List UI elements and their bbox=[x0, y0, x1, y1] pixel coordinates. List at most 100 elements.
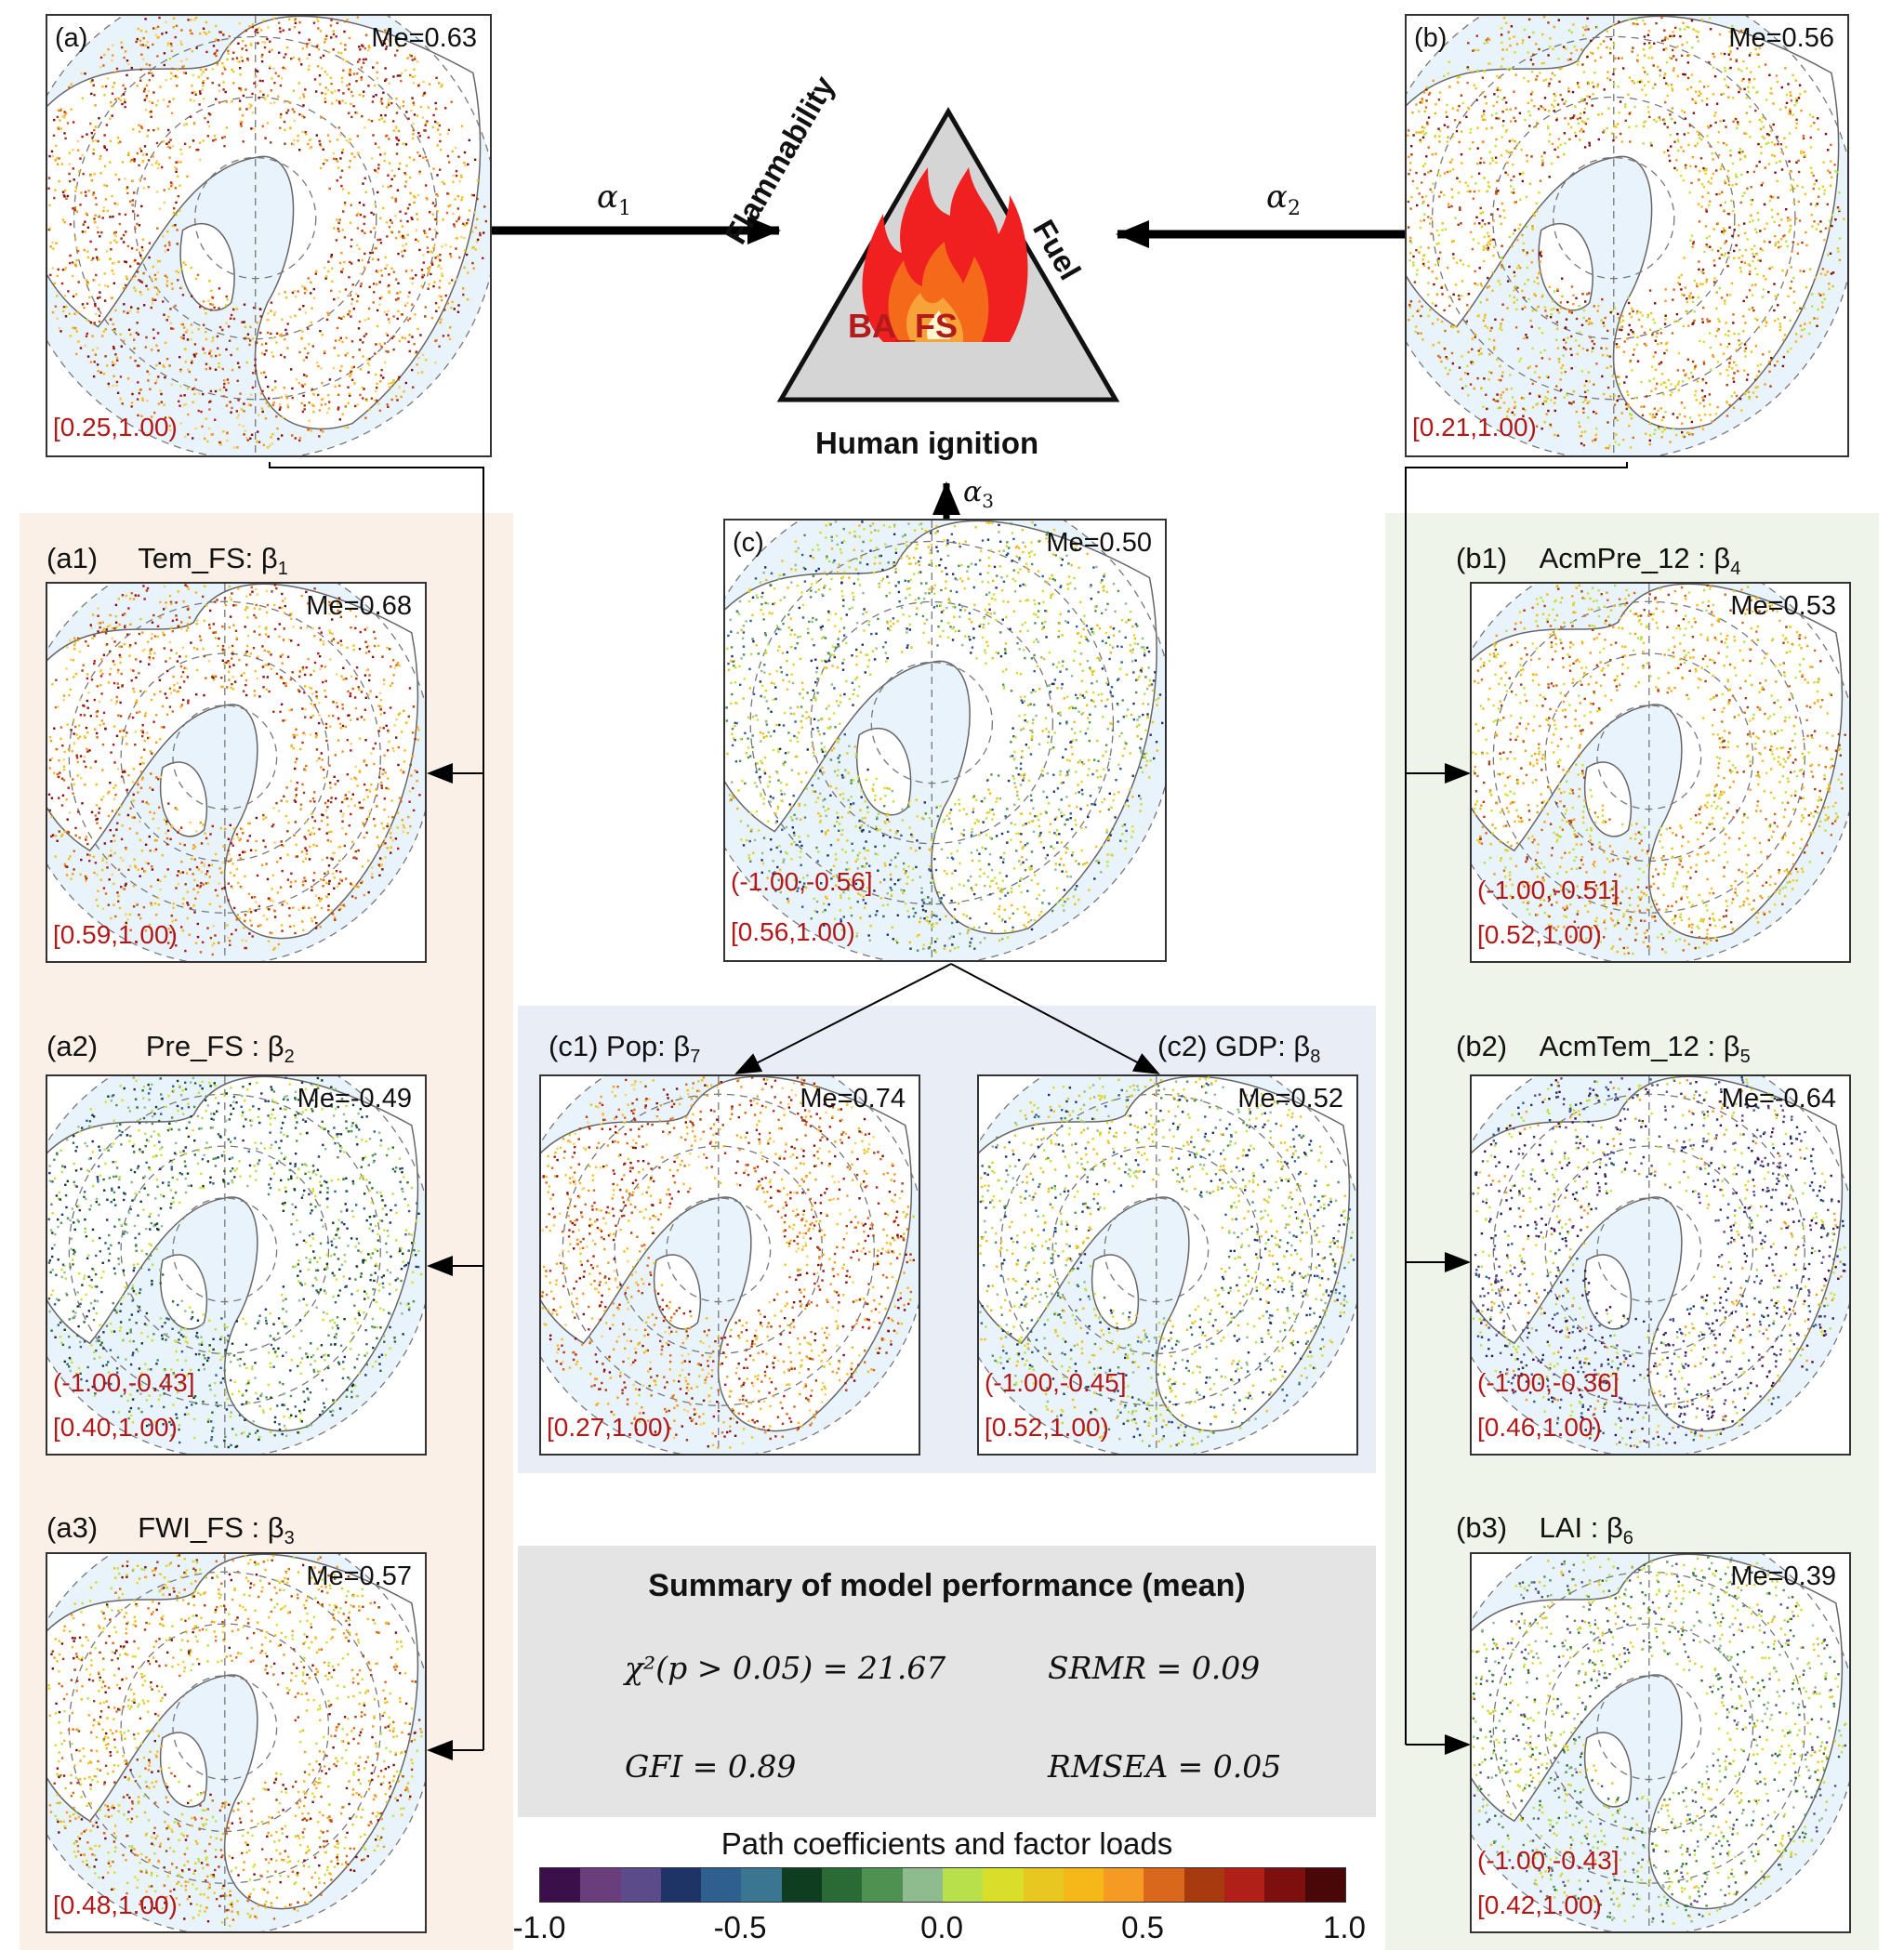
data-pixel bbox=[1685, 164, 1687, 166]
data-pixel bbox=[68, 172, 71, 176]
data-pixel bbox=[341, 268, 344, 270]
data-pixel bbox=[1544, 400, 1548, 403]
data-pixel bbox=[1016, 545, 1019, 547]
data-pixel bbox=[1421, 202, 1424, 204]
data-pixel bbox=[285, 397, 289, 400]
data-pixel bbox=[330, 256, 333, 258]
data-pixel bbox=[1474, 333, 1477, 336]
data-pixel bbox=[1460, 222, 1462, 225]
data-pixel bbox=[1572, 23, 1575, 26]
data-pixel bbox=[49, 273, 52, 277]
data-pixel bbox=[126, 277, 128, 281]
data-pixel bbox=[136, 222, 139, 226]
data-pixel bbox=[155, 363, 158, 367]
data-pixel bbox=[1739, 267, 1742, 270]
data-pixel bbox=[200, 73, 203, 76]
data-pixel bbox=[1514, 401, 1516, 403]
data-pixel bbox=[1581, 347, 1585, 350]
data-pixel bbox=[1687, 26, 1690, 29]
data-pixel bbox=[1722, 141, 1726, 145]
data-pixel bbox=[1624, 103, 1627, 106]
data-pixel bbox=[218, 89, 221, 93]
data-pixel bbox=[349, 375, 351, 377]
data-pixel bbox=[1451, 107, 1454, 110]
data-pixel bbox=[1409, 252, 1412, 255]
data-pixel bbox=[1675, 168, 1679, 172]
data-pixel bbox=[1610, 132, 1614, 135]
data-pixel bbox=[1760, 120, 1764, 124]
data-pixel bbox=[276, 427, 279, 430]
data-pixel bbox=[1586, 389, 1590, 392]
data-pixel bbox=[72, 167, 74, 170]
data-pixel bbox=[920, 887, 923, 889]
data-pixel bbox=[1019, 863, 1023, 866]
data-pixel bbox=[1677, 276, 1681, 279]
data-pixel bbox=[314, 272, 317, 275]
data-pixel bbox=[1487, 37, 1489, 40]
data-pixel bbox=[418, 172, 421, 175]
data-pixel bbox=[202, 139, 205, 142]
data-pixel bbox=[1056, 787, 1060, 790]
data-pixel bbox=[104, 198, 108, 201]
data-pixel bbox=[1552, 47, 1554, 50]
data-pixel bbox=[1739, 158, 1742, 161]
data-pixel bbox=[199, 158, 202, 162]
data-pixel bbox=[1750, 71, 1752, 73]
data-pixel bbox=[1648, 422, 1652, 425]
data-pixel bbox=[333, 347, 336, 349]
data-pixel bbox=[1724, 252, 1726, 255]
data-pixel bbox=[1601, 112, 1604, 115]
data-pixel bbox=[1483, 259, 1486, 263]
data-pixel bbox=[137, 333, 139, 336]
data-pixel bbox=[1031, 734, 1034, 738]
data-pixel bbox=[1045, 537, 1048, 540]
data-pixel bbox=[1606, 386, 1610, 389]
data-pixel bbox=[139, 29, 143, 33]
data-pixel bbox=[970, 851, 973, 854]
data-pixel bbox=[1665, 61, 1669, 64]
data-pixel bbox=[734, 760, 738, 763]
data-pixel bbox=[154, 298, 157, 301]
data-pixel bbox=[1499, 364, 1501, 368]
data-pixel bbox=[1729, 66, 1732, 70]
data-pixel bbox=[211, 340, 214, 343]
data-pixel bbox=[1699, 339, 1701, 343]
data-pixel bbox=[165, 20, 167, 23]
data-pixel bbox=[286, 109, 290, 112]
data-pixel bbox=[216, 61, 218, 64]
data-pixel bbox=[94, 104, 97, 107]
data-pixel bbox=[1587, 28, 1590, 31]
data-pixel bbox=[974, 526, 977, 529]
data-pixel bbox=[795, 550, 798, 553]
data-pixel bbox=[1513, 175, 1515, 178]
data-pixel bbox=[1643, 22, 1646, 26]
data-pixel bbox=[142, 36, 145, 40]
data-pixel bbox=[1663, 38, 1667, 42]
data-pixel bbox=[1527, 35, 1531, 39]
data-pixel bbox=[1565, 341, 1567, 344]
data-pixel bbox=[1105, 831, 1108, 834]
data-pixel bbox=[138, 224, 141, 227]
data-pixel bbox=[368, 408, 371, 411]
data-pixel bbox=[1540, 62, 1544, 65]
data-pixel bbox=[367, 363, 371, 367]
data-pixel bbox=[1118, 734, 1121, 738]
data-pixel bbox=[357, 295, 360, 297]
data-pixel bbox=[1466, 304, 1469, 307]
data-pixel bbox=[1102, 755, 1104, 758]
data-pixel bbox=[1663, 427, 1666, 429]
data-pixel bbox=[1531, 249, 1534, 252]
data-pixel bbox=[71, 261, 74, 264]
data-pixel bbox=[347, 313, 350, 316]
data-pixel bbox=[1537, 305, 1540, 309]
data-pixel bbox=[1680, 402, 1684, 404]
data-pixel bbox=[175, 201, 178, 204]
data-pixel bbox=[1480, 352, 1483, 355]
data-pixel bbox=[103, 165, 107, 167]
data-pixel bbox=[1438, 140, 1441, 143]
data-pixel bbox=[1712, 355, 1715, 358]
data-pixel bbox=[304, 311, 308, 314]
data-pixel bbox=[143, 304, 146, 307]
data-pixel bbox=[1492, 339, 1496, 342]
data-pixel bbox=[346, 84, 349, 87]
